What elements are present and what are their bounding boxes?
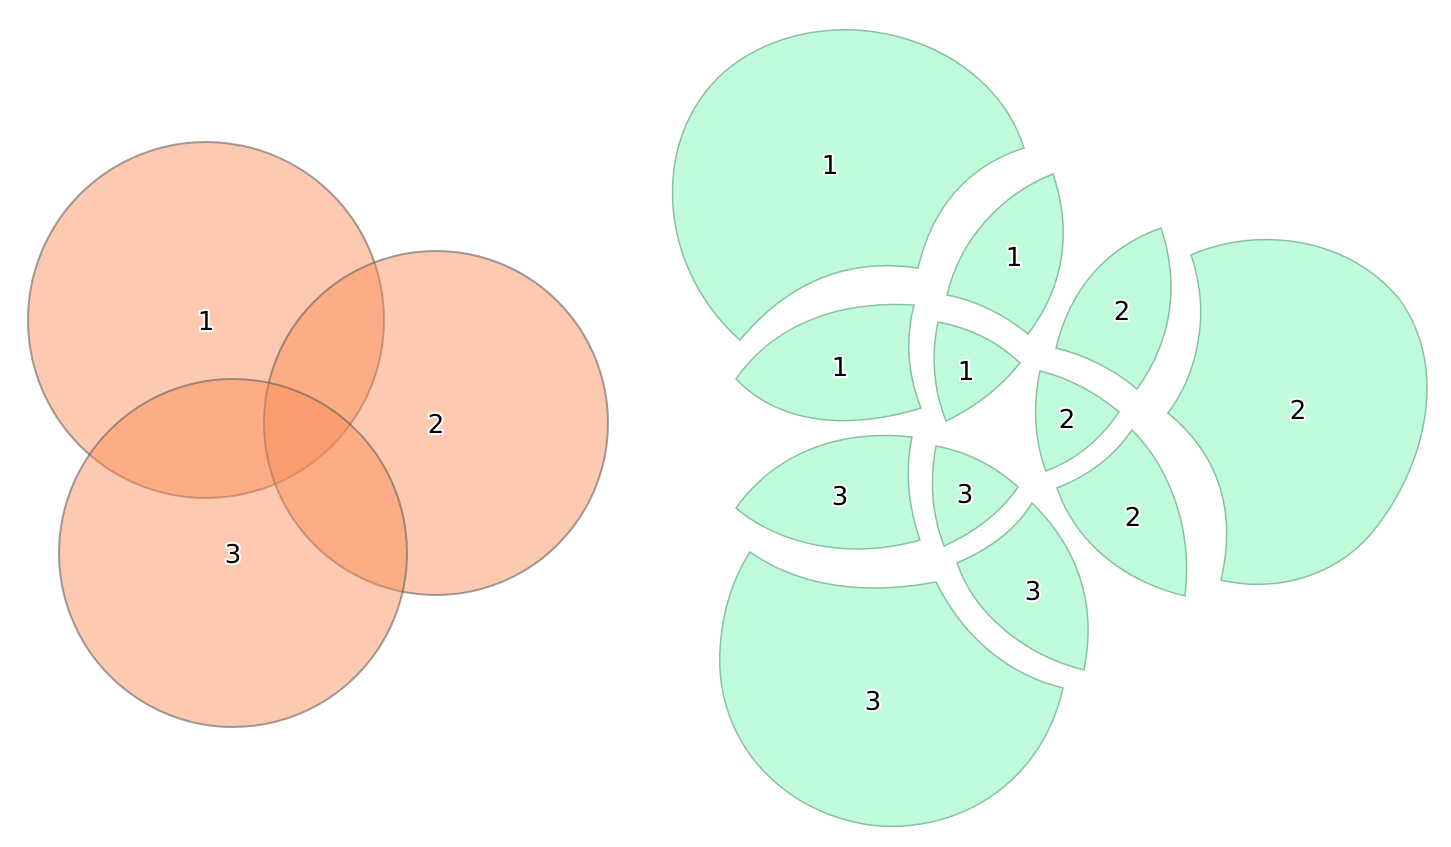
piece-1-center-label: 1 [958,357,975,387]
piece-1-left [736,304,921,420]
piece-2-center-label: 2 [1059,405,1076,435]
piece-1-outer-label: 1 [822,151,839,181]
piece-3-bottom-label: 3 [1025,577,1042,607]
piece-2-bottom-label: 2 [1125,503,1142,533]
piece-3-center [932,446,1018,546]
piece-2-top-label: 2 [1114,297,1131,327]
piece-3-left-label: 3 [832,482,849,512]
venn-diagram: 1 2 3 [28,142,608,727]
piece-1-left-label: 1 [832,353,849,383]
piece-2-outer-label: 2 [1290,396,1307,426]
piece-1-top-right-label: 1 [1006,243,1023,273]
piece-1-center [934,322,1020,421]
piece-2-center [1036,371,1119,471]
piece-3-outer-label: 3 [865,687,882,717]
piece-3-left [736,435,920,548]
exploded-diagram: 1 1 1 1 2 2 2 2 3 3 3 3 [673,30,1427,827]
venn-label-1: 1 [198,307,215,337]
piece-3-center-label: 3 [957,480,974,510]
venn-label-3: 3 [225,540,242,570]
venn-label-2: 2 [428,410,445,440]
